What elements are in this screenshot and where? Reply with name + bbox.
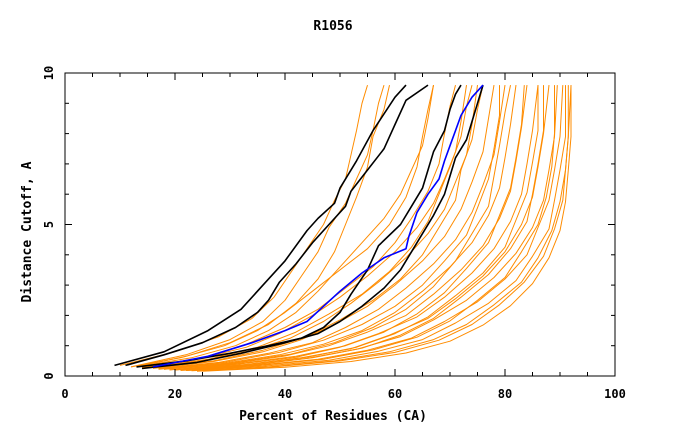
- black-series-line-1: [114, 84, 407, 367]
- orange-series-line-25: [147, 84, 473, 368]
- chart-title: R1056: [313, 19, 352, 34]
- x-tick-label: 100: [604, 387, 626, 401]
- orange-series-line-15: [191, 85, 569, 372]
- orange-series-line-23: [196, 85, 572, 372]
- orange-series-line-14: [185, 85, 566, 371]
- y-axis-label: Distance Cutoff, A: [20, 161, 35, 302]
- x-tick-label: 60: [388, 387, 402, 401]
- black-series-line-3: [136, 84, 462, 368]
- x-tick-label: 40: [278, 387, 292, 401]
- x-tick-label: 80: [498, 387, 512, 401]
- orange-series-line-11: [174, 85, 550, 371]
- orange-series-line-12: [174, 85, 558, 371]
- orange-series-line-26: [158, 85, 500, 370]
- orange-series-line-13: [180, 85, 564, 371]
- orange-series-line-1: [119, 84, 368, 366]
- x-tick-label: 0: [61, 387, 68, 401]
- orange-series-line-22: [185, 85, 555, 371]
- orange-series-line-28: [202, 85, 572, 372]
- orange-series-line-18: [152, 84, 484, 369]
- orange-series-line-8: [158, 85, 517, 370]
- y-tick-label: 5: [42, 221, 56, 228]
- orange-series-line-20: [169, 85, 525, 371]
- orange-series-line-16: [130, 84, 434, 368]
- axis-ticks: 0 20 40 60 80 100 0 5 10: [42, 66, 626, 401]
- black-series-line-4: [141, 84, 484, 370]
- blue-series-line-1: [152, 84, 484, 368]
- orange-series-line-6: [152, 85, 495, 369]
- y-tick-label: 0: [42, 372, 56, 379]
- orange-series-line-19: [163, 85, 511, 370]
- black-series-line-2: [125, 84, 429, 367]
- orange-series-line-17: [141, 84, 456, 368]
- orange-series-line-27: [174, 85, 539, 371]
- y-tick-label: 10: [42, 66, 56, 80]
- x-axis-label: Percent of Residues (CA): [239, 409, 427, 424]
- orange-series-line-5: [147, 85, 478, 369]
- orange-series-line-24: [136, 84, 390, 368]
- orange-series-line-10: [169, 85, 539, 371]
- orange-series-line-4: [141, 85, 467, 368]
- orange-series-line-3: [136, 85, 434, 368]
- orange-series-line-21: [180, 85, 544, 371]
- x-tick-label: 20: [168, 387, 182, 401]
- orange-series-line-2: [130, 84, 385, 368]
- plot-lines: [114, 84, 572, 372]
- orange-series-line-9: [163, 85, 528, 370]
